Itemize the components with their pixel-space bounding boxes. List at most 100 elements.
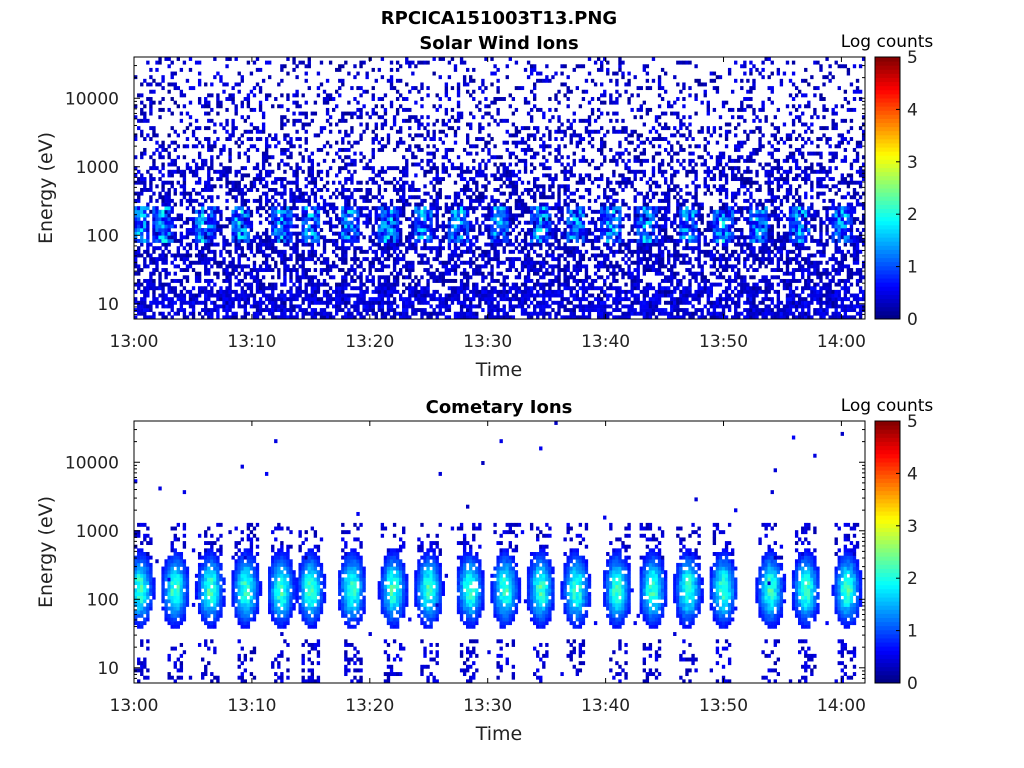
heatmap-cell xyxy=(341,249,345,254)
heatmap-cell xyxy=(179,111,184,116)
heatmap-cell xyxy=(228,57,232,61)
heatmap-cell xyxy=(548,286,552,291)
heatmap-cell xyxy=(478,224,482,229)
heatmap-cell xyxy=(134,209,138,214)
heatmap-cell xyxy=(225,177,229,182)
heatmap-cell xyxy=(438,104,442,109)
heatmap-cell xyxy=(499,97,503,101)
heatmap-cell xyxy=(249,224,254,229)
heatmap-cell xyxy=(423,191,427,196)
heatmap-cell xyxy=(365,224,369,229)
heatmap-cell xyxy=(164,180,168,185)
heatmap-cell xyxy=(606,213,610,218)
heatmap-cell xyxy=(499,191,503,196)
heatmap-cell xyxy=(185,191,190,196)
heatmap-cell xyxy=(277,191,281,196)
heatmap-cell xyxy=(167,209,171,214)
heatmap-cell xyxy=(301,308,305,313)
heatmap-cell xyxy=(201,300,205,305)
heatmap-cell xyxy=(402,300,406,305)
heatmap-cell xyxy=(508,300,512,305)
heatmap-cell xyxy=(542,220,546,225)
heatmap-cell xyxy=(167,224,171,229)
heatmap-cell xyxy=(280,282,284,287)
heatmap-cell xyxy=(264,297,269,302)
heatmap-cell xyxy=(584,297,589,302)
heatmap-cell xyxy=(490,297,494,302)
heatmap-cell xyxy=(456,86,461,91)
heatmap-cell xyxy=(344,166,348,171)
heatmap-cell xyxy=(395,271,400,276)
heatmap-cell xyxy=(484,289,488,294)
heatmap-cell xyxy=(587,100,592,105)
heatmap-cell xyxy=(456,257,461,262)
heatmap-cell xyxy=(335,246,339,251)
heatmap-cell xyxy=(487,242,491,247)
heatmap-cell xyxy=(505,235,509,240)
heatmap-cell xyxy=(536,271,540,276)
heatmap-cell xyxy=(304,293,308,298)
heatmap-cell xyxy=(328,129,333,134)
heatmap-cell xyxy=(185,166,190,171)
heatmap-cell xyxy=(490,286,494,291)
heatmap-cell xyxy=(137,253,141,258)
heatmap-cell xyxy=(606,275,610,280)
heatmap-cell xyxy=(575,202,579,207)
heatmap-cell xyxy=(542,140,546,145)
heatmap-cell xyxy=(374,242,378,247)
heatmap-cell xyxy=(426,300,430,305)
heatmap-cell xyxy=(179,289,184,294)
heatmap-cell xyxy=(386,275,391,280)
heatmap-cell xyxy=(429,238,433,243)
heatmap-cell xyxy=(264,253,269,258)
heatmap-cell xyxy=(310,249,315,254)
heatmap-cell xyxy=(466,311,470,316)
heatmap-cell xyxy=(310,253,315,258)
heatmap-cell xyxy=(578,257,583,262)
heatmap-cell xyxy=(533,231,537,236)
heatmap-cell xyxy=(234,111,238,116)
heatmap-cell xyxy=(511,242,516,247)
heatmap-cell xyxy=(444,264,449,269)
heatmap-cell xyxy=(432,206,436,211)
heatmap-cell xyxy=(408,107,412,112)
heatmap-cell xyxy=(435,257,439,262)
heatmap-cell xyxy=(210,118,214,123)
heatmap-cell xyxy=(338,169,342,174)
heatmap-cell xyxy=(487,311,491,316)
heatmap-cell xyxy=(496,209,500,214)
heatmap-cell xyxy=(456,118,461,123)
heatmap-cell xyxy=(292,304,296,309)
heatmap-cell xyxy=(417,308,421,313)
heatmap-cell xyxy=(213,75,217,80)
heatmap-cell xyxy=(472,191,476,196)
heatmap-cell xyxy=(347,297,351,302)
heatmap-cell xyxy=(134,282,138,287)
heatmap-cell xyxy=(222,242,226,247)
heatmap-cell xyxy=(533,133,537,138)
solar-wind-panel: Solar Wind Ions 13:00 13:10 13:20 13:30 13:4… xyxy=(35,32,933,381)
heatmap-cell xyxy=(435,202,439,207)
heatmap-cell xyxy=(566,224,570,229)
heatmap-cell xyxy=(277,235,281,240)
heatmap-cell xyxy=(557,118,561,123)
heatmap-cell xyxy=(542,155,546,160)
heatmap-cell xyxy=(371,97,375,101)
heatmap-cell xyxy=(417,293,421,298)
heatmap-cell xyxy=(459,220,464,225)
heatmap-cell xyxy=(557,278,561,283)
heatmap-cell xyxy=(414,195,418,200)
heatmap-cell xyxy=(194,271,199,276)
heatmap-cell xyxy=(502,97,506,101)
heatmap-cell xyxy=(377,217,382,222)
heatmap-cell xyxy=(508,224,512,229)
heatmap-cell xyxy=(420,228,424,232)
heatmap-cell xyxy=(456,111,461,116)
heatmap-cell xyxy=(362,289,366,294)
heatmap-cell xyxy=(435,220,439,225)
heatmap-cell xyxy=(472,177,476,182)
heatmap-cell xyxy=(429,231,433,236)
heatmap-cell xyxy=(386,220,391,225)
heatmap-cell xyxy=(438,97,442,101)
heatmap-cell xyxy=(277,315,281,320)
